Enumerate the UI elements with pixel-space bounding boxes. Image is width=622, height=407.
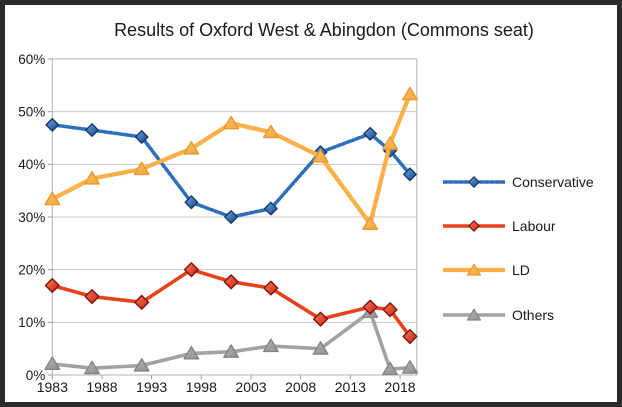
data-point-others-2005 — [262, 338, 279, 353]
y-axis-label: 30% — [18, 210, 45, 225]
data-point-conservative-2005 — [263, 201, 278, 216]
x-axis-label: 1988 — [86, 379, 117, 395]
legend-label: Labour — [512, 218, 556, 234]
legend-item-ld: LD — [443, 260, 530, 280]
data-point-ld-2017 — [382, 136, 399, 150]
series-line-labour — [50, 267, 412, 339]
data-point-ld-2005 — [262, 124, 279, 139]
data-point-ld-2001 — [223, 115, 240, 130]
data-point-ld-2015 — [362, 216, 379, 230]
y-axis-label: 0% — [26, 368, 46, 383]
series-line-others — [50, 310, 412, 372]
data-point-others-1997 — [183, 345, 200, 360]
x-axis-label: 2018 — [384, 379, 415, 395]
data-point-labour-2005 — [263, 280, 279, 296]
chart-title: Results of Oxford West & Abingdon (Commo… — [114, 20, 534, 40]
x-axis-label: 2003 — [235, 379, 266, 395]
legend-label: LD — [512, 262, 530, 278]
series-line-ld — [50, 92, 413, 226]
data-point-others-1987 — [84, 360, 101, 375]
legend-swatch-ld — [443, 263, 505, 276]
data-point-labour-2010 — [313, 311, 329, 327]
data-point-conservative-1992 — [134, 130, 149, 144]
data-point-conservative-2019 — [403, 167, 417, 182]
data-point-conservative-1983 — [45, 117, 60, 132]
data-point-others-2001 — [223, 344, 240, 358]
legend-item-labour: Labour — [443, 216, 556, 236]
legend-swatch-others — [443, 308, 505, 321]
data-point-ld-1992 — [133, 161, 150, 176]
legend-label: Others — [512, 307, 555, 323]
data-point-others-1983 — [44, 356, 61, 371]
data-point-labour-1997 — [183, 262, 199, 278]
x-axis-label: 1998 — [186, 379, 217, 395]
data-point-labour-1983 — [44, 277, 60, 293]
x-axis-label: 1993 — [136, 379, 167, 395]
series-line-conservative — [50, 123, 412, 219]
y-axis-label: 60% — [18, 52, 45, 67]
x-axis-label: 2013 — [335, 379, 366, 395]
legend-swatch-labour — [443, 220, 505, 232]
legend-label: Conservative — [512, 174, 594, 190]
data-point-ld-2010 — [312, 148, 329, 163]
data-point-ld-2019 — [401, 86, 418, 101]
data-point-others-2017 — [382, 361, 399, 376]
data-point-labour-1987 — [84, 289, 100, 305]
line-chart-plot: 1983 1988 1993 1998 2003 2008 2013 2018 0% 10% 20%… — [18, 52, 418, 395]
y-axis-label: 40% — [18, 157, 45, 172]
data-point-labour-1992 — [134, 294, 150, 310]
legend-swatch-conservative — [443, 176, 505, 188]
data-point-conservative-2001 — [224, 210, 239, 224]
data-point-labour-2001 — [223, 274, 239, 290]
data-point-others-1992 — [133, 358, 150, 372]
data-point-labour-2017 — [382, 302, 398, 318]
data-point-conservative-1987 — [85, 123, 99, 137]
y-axis-label: 10% — [18, 315, 45, 330]
data-point-conservative-1997 — [184, 195, 199, 210]
data-point-labour-2015 — [362, 299, 378, 315]
data-point-ld-1983 — [44, 191, 61, 206]
chart-legend: Conservative Labour LD Others — [443, 5, 613, 402]
data-point-ld-1997 — [183, 141, 200, 155]
x-axis-label: 1983 — [37, 379, 68, 395]
legend-item-others: Others — [443, 305, 554, 325]
data-point-conservative-2015 — [363, 126, 378, 141]
y-axis-label: 50% — [18, 104, 45, 119]
data-point-ld-1987 — [84, 171, 101, 185]
data-point-others-2019 — [401, 360, 418, 374]
data-point-others-2010 — [312, 341, 329, 355]
x-axis-label: 2008 — [285, 379, 316, 395]
y-axis-label: 20% — [18, 262, 45, 277]
data-point-labour-2019 — [402, 329, 418, 345]
legend-item-conservative: Conservative — [443, 172, 594, 192]
